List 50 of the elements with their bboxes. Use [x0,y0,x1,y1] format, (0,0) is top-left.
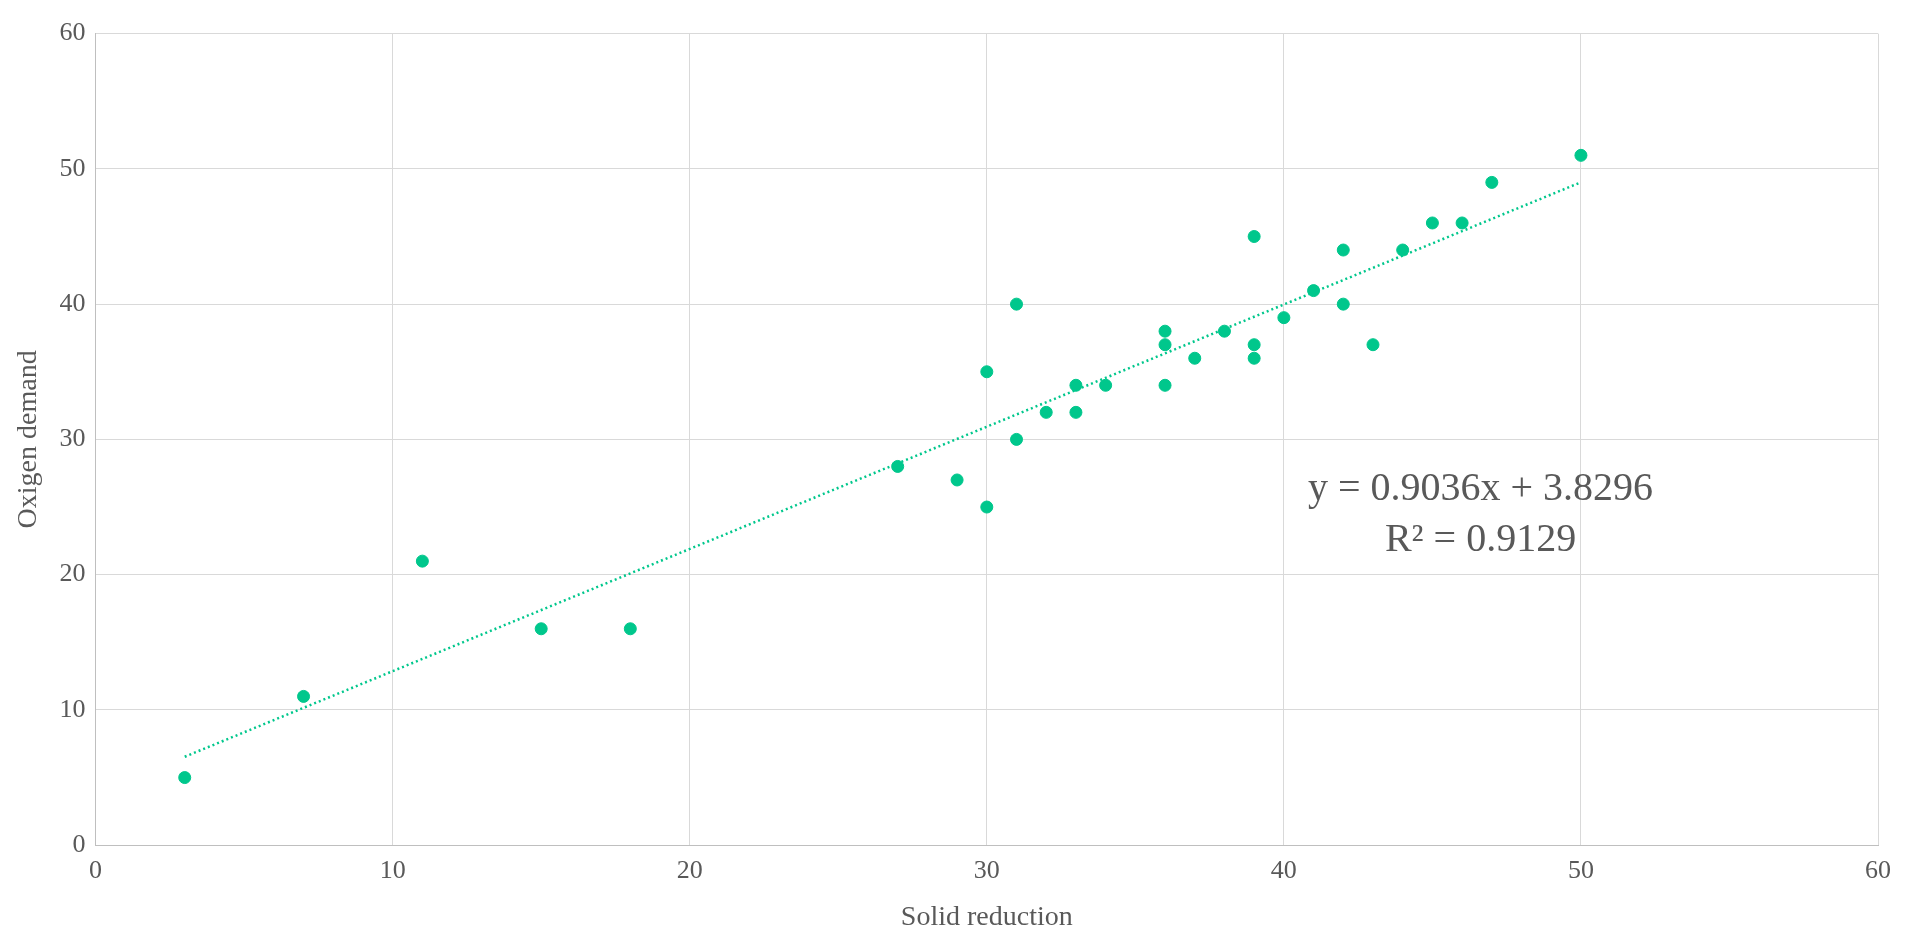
point [1336,243,1350,257]
point [1247,230,1261,243]
point [1010,297,1024,311]
point [1039,405,1053,419]
y-tick-label: 10 [59,693,86,723]
point [1188,351,1202,365]
x-tick-label: 60 [1865,854,1891,884]
point [1158,378,1172,392]
point [1010,432,1024,446]
x-tick-label: 40 [1270,854,1297,884]
point [297,689,311,703]
point [1425,216,1439,230]
annotation: R² = 0.9129 [1384,515,1577,561]
point [623,622,637,636]
point [415,554,429,568]
point [1069,378,1083,392]
y-tick-label: 0 [72,829,86,859]
y-tick-label: 20 [59,558,86,588]
x-axis-title: Solid reduction [900,899,1073,931]
point [1277,311,1291,325]
y-tick-label: 50 [59,152,86,182]
point [1217,324,1231,338]
point [1158,338,1172,352]
point [950,473,964,487]
point [1099,378,1113,392]
x-tick-label: 30 [973,854,1000,884]
point [1396,243,1410,257]
point [1336,297,1350,311]
y-tick-label: 30 [59,423,86,453]
point [1247,351,1261,365]
y-tick-label: 40 [59,287,86,317]
y-axis-title: Oxigen demand [11,350,43,529]
x-tick-label: 20 [676,854,703,884]
point [534,622,548,636]
x-tick-label: 10 [379,854,406,884]
annotation: y = 0.9036x + 3.8296 [1307,464,1654,510]
point [1366,338,1380,352]
point [1307,284,1321,298]
point [1455,216,1469,230]
point [1574,148,1588,162]
point [891,459,905,473]
point [980,365,994,379]
point [178,771,192,785]
point [1247,338,1261,352]
point [1485,175,1499,189]
point [1158,324,1172,338]
point [980,500,994,514]
point [1069,405,1083,419]
y-tick-label: 60 [59,17,86,47]
x-tick-label: 50 [1567,854,1594,884]
